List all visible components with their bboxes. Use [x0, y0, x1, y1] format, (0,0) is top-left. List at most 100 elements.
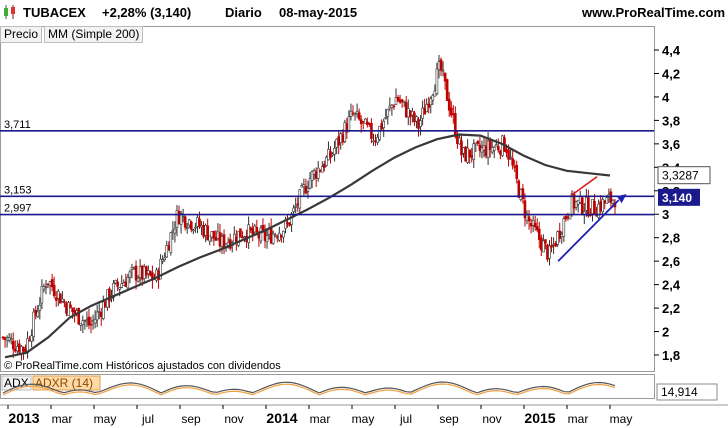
- tab-mm-simple-200[interactable]: MM (Simple 200): [44, 26, 144, 43]
- x-tick-label: nov: [482, 412, 501, 426]
- candle-body: [472, 143, 476, 160]
- candle-body: [183, 216, 187, 228]
- candle-body: [363, 118, 367, 124]
- candle-body: [417, 119, 420, 129]
- candle-body: [378, 125, 381, 140]
- candle-body: [515, 164, 519, 179]
- candle-body: [239, 228, 242, 238]
- candle-body: [202, 224, 205, 237]
- candle-body: [241, 236, 244, 239]
- candle-body: [198, 218, 201, 227]
- ma-value-badge: [657, 166, 711, 185]
- candle-body: [165, 245, 169, 258]
- candle-body: [5, 337, 9, 341]
- period-label: Diario: [225, 5, 262, 20]
- candle-body: [65, 303, 68, 314]
- candle-body: [316, 167, 320, 179]
- y-tick-label: 3,6: [662, 137, 680, 152]
- candle-body: [323, 163, 326, 168]
- candle-body: [79, 323, 83, 326]
- candle-body: [216, 231, 220, 239]
- candle-body: [67, 302, 70, 316]
- candle-body: [413, 112, 416, 123]
- candle-body: [48, 281, 52, 286]
- candle-body: [486, 140, 490, 159]
- x-tick-label: sep: [181, 412, 201, 426]
- level-label: 2,997: [4, 203, 32, 215]
- y-tick-label: 2,6: [662, 254, 680, 269]
- candle-body: [93, 318, 97, 324]
- candle-body: [253, 225, 257, 233]
- x-tick-label: may: [94, 412, 117, 426]
- candle-body: [523, 200, 527, 219]
- candle-body: [132, 267, 136, 269]
- candle-body: [380, 123, 383, 130]
- candle-body: [126, 276, 130, 289]
- candle-body: [460, 140, 463, 156]
- candle-body: [312, 170, 316, 175]
- candle-body: [99, 311, 103, 317]
- level-label: 3,153: [4, 184, 32, 196]
- candle-body: [556, 231, 559, 245]
- candle-body: [142, 266, 146, 279]
- candle-body: [454, 113, 457, 137]
- candle-body: [308, 178, 312, 189]
- candle-body: [415, 116, 418, 122]
- tab-precio[interactable]: Precio: [0, 26, 43, 43]
- y-tick-label: 2,8: [662, 231, 680, 246]
- adx-pane-frame: [0, 374, 655, 399]
- candle-body: [425, 104, 428, 113]
- candle-body: [171, 229, 175, 233]
- candle-body: [527, 216, 531, 222]
- candle-body: [173, 228, 177, 234]
- candle-body: [42, 286, 46, 290]
- candle-body: [419, 120, 422, 127]
- x-tick-label: 2014: [266, 410, 297, 426]
- candle-body: [169, 232, 173, 254]
- last-price-text: 3,140: [662, 191, 692, 205]
- candle-body: [591, 199, 594, 214]
- candle-body: [517, 180, 521, 198]
- candle-body: [167, 245, 171, 251]
- candle-body: [566, 216, 570, 219]
- candle-body: [44, 286, 48, 288]
- candle-body: [222, 234, 226, 249]
- candle-body: [50, 279, 54, 288]
- candle-body: [24, 348, 27, 353]
- candle-body: [433, 90, 437, 97]
- candle-body: [560, 234, 564, 237]
- candle-body: [400, 99, 404, 103]
- candle-body: [505, 148, 508, 153]
- candle-body: [290, 213, 293, 225]
- candle-body: [269, 227, 273, 244]
- candle-body: [306, 188, 310, 192]
- candle-body: [574, 201, 578, 208]
- candle-body: [374, 140, 377, 142]
- candle-body: [149, 270, 152, 276]
- y-tick-label: 4,4: [662, 43, 681, 58]
- candle-body: [292, 207, 295, 212]
- candle-body: [609, 191, 613, 203]
- footer-note: © ProRealTime.com Históricos ajustados c…: [4, 360, 281, 372]
- candle-body: [351, 112, 355, 115]
- candle-body: [16, 346, 19, 352]
- candle-body: [18, 343, 21, 353]
- ma-value-text: 3,3287: [662, 169, 699, 183]
- candle-body: [339, 133, 343, 143]
- adx-pane: ADX ADXR (14) 14,914: [0, 374, 718, 401]
- candle-body: [321, 166, 324, 173]
- arrow-icon: [616, 194, 627, 204]
- candle-body: [85, 319, 89, 322]
- candle-body: [537, 228, 541, 241]
- x-tick-label: may: [352, 412, 375, 426]
- symbol-label: TUBACEX: [23, 5, 86, 20]
- candle-body: [318, 170, 322, 172]
- candle-body: [562, 218, 566, 237]
- candle-body: [298, 189, 302, 209]
- tab-adxr[interactable]: [32, 375, 101, 391]
- candle-body: [130, 267, 134, 270]
- candle-body: [104, 301, 107, 308]
- candle-body: [521, 188, 525, 200]
- candle-body: [20, 346, 23, 354]
- candle-body: [52, 284, 56, 297]
